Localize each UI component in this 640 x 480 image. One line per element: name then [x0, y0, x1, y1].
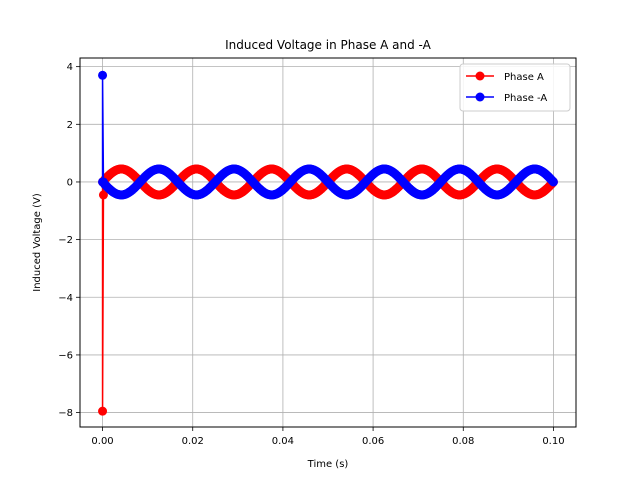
data-point — [98, 70, 108, 80]
series-phase-neg-a — [98, 70, 558, 200]
legend-label: Phase A — [504, 72, 544, 83]
data-point — [98, 406, 108, 416]
y-tick-label: −2 — [58, 235, 73, 246]
x-axis-title: Time (s) — [307, 459, 349, 470]
y-tick-label: −4 — [58, 293, 73, 304]
plot-frame — [79, 57, 577, 428]
x-tick-label: 0.10 — [542, 436, 564, 447]
y-tick-label: −6 — [58, 350, 73, 361]
series-layer — [98, 70, 558, 416]
legend-label: Phase -A — [504, 93, 547, 104]
ticks: 0.00 0.02 0.04 0.06 0.08 0.10 −8 −6 −4 −2 0 2 4 — [58, 62, 564, 447]
x-tick-label: 0.06 — [362, 436, 384, 447]
series-phase-a — [98, 164, 558, 416]
chart-title: Induced Voltage in Phase A and -A — [225, 38, 431, 52]
y-tick-label: 4 — [67, 62, 73, 73]
x-tick-label: 0.08 — [452, 436, 474, 447]
x-tick-label: 0.00 — [91, 436, 113, 447]
y-axis-title: Induced Voltage (V) — [32, 193, 43, 292]
y-tick-label: 2 — [67, 120, 73, 131]
legend: Phase A Phase -A — [459, 63, 571, 112]
y-tick-label: 0 — [67, 177, 73, 188]
y-tick-label: −8 — [58, 408, 73, 419]
legend-marker — [475, 71, 485, 81]
legend-marker — [475, 92, 485, 102]
x-tick-label: 0.02 — [182, 436, 204, 447]
data-point — [98, 190, 108, 200]
x-tick-label: 0.04 — [272, 436, 294, 447]
data-point — [548, 177, 558, 187]
